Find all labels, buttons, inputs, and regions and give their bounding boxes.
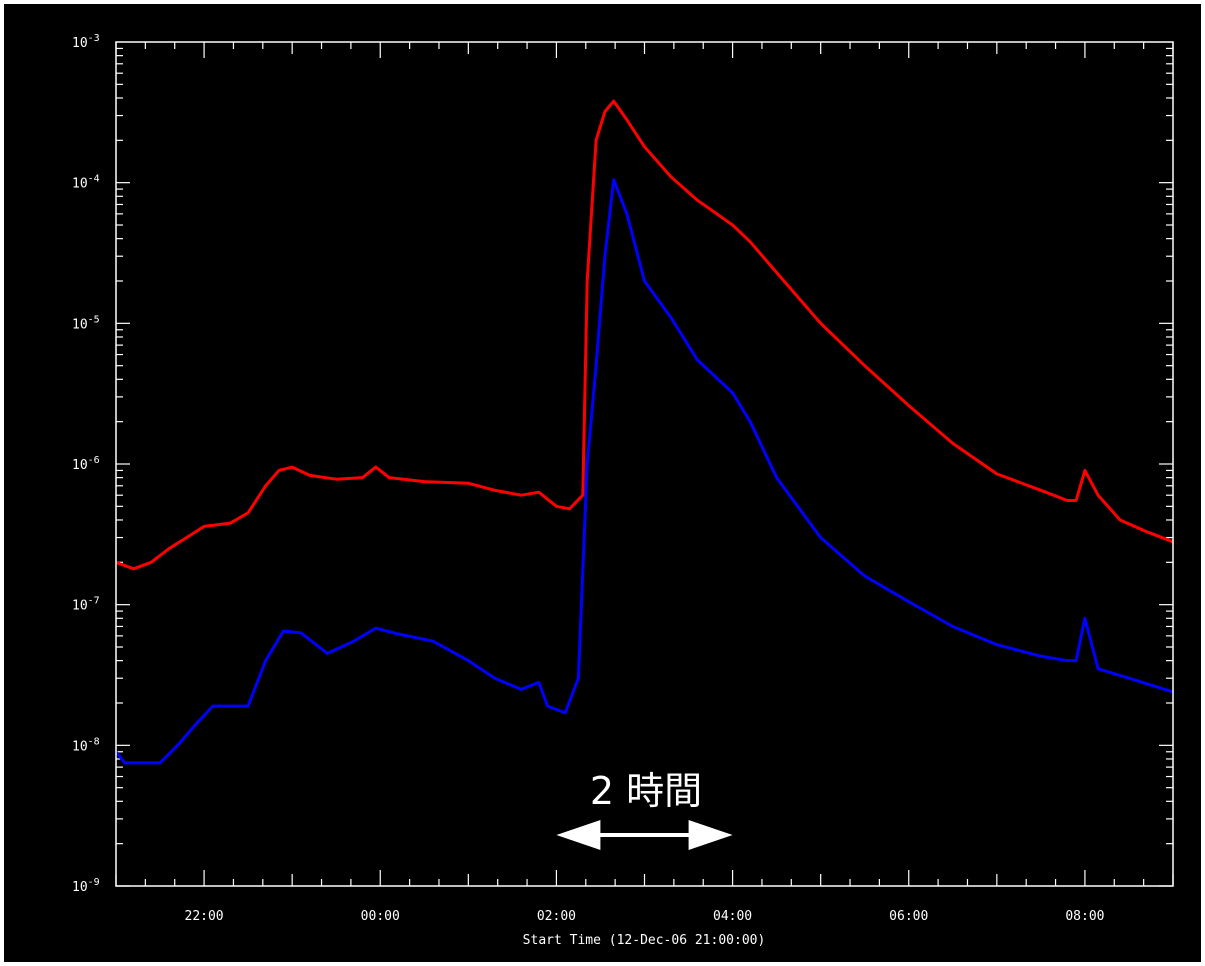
y-tick-label: 10-5 — [72, 314, 100, 332]
y-tick-label: 10-3 — [72, 33, 100, 51]
y-tick-label: 10-9 — [72, 877, 100, 895]
y-tick-label: 10-8 — [72, 736, 100, 754]
plot-frame: 10-9 10-8 10-7 10-6 10-5 10-4 10-3 22:00 00:00 02… — [4, 4, 1201, 962]
arrow-head-left — [556, 820, 601, 850]
x-axis-title: Start Time (12-Dec-06 21:00:00) — [523, 933, 766, 948]
plot-area-border — [115, 41, 1174, 887]
goes-xray-flux-chart: 10-9 10-8 10-7 10-6 10-5 10-4 10-3 22:00 00:00 02… — [72, 33, 1174, 948]
x-tick-label: 22:00 — [185, 909, 224, 924]
x-tick-label: 08:00 — [1065, 909, 1104, 924]
y-tick-label: 10-4 — [72, 174, 100, 192]
y-tick-label: 10-7 — [72, 596, 100, 614]
duration-label: 2 時間 — [590, 769, 702, 813]
x-tick-label: 04:00 — [713, 909, 752, 924]
series-line-red — [115, 99, 1174, 571]
x-tick-label: 06:00 — [889, 909, 928, 924]
arrow-head-right — [688, 820, 733, 850]
duration-annotation: 2 時間 — [556, 769, 733, 850]
y-tick-label: 10-6 — [72, 455, 100, 473]
series-line-blue — [114, 178, 1174, 765]
x-tick-label: 00:00 — [361, 909, 400, 924]
x-tick-label: 02:00 — [537, 909, 576, 924]
